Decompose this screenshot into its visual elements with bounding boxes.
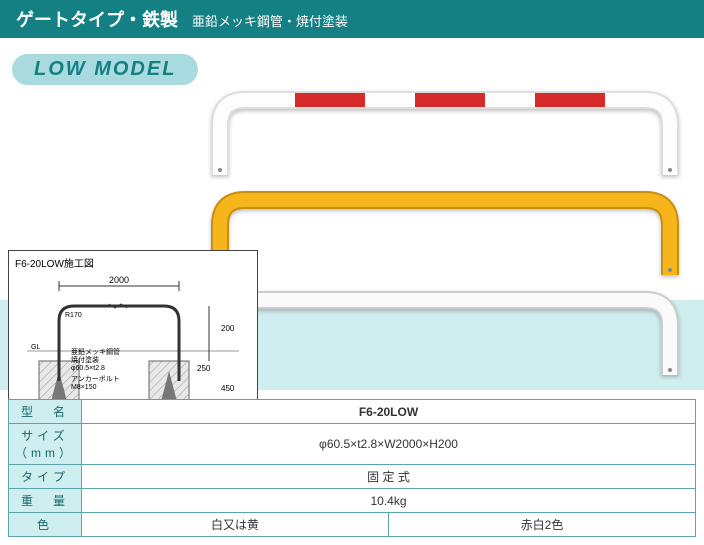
note-pipe1: 亜鉛メッキ鋼管 [71, 347, 120, 356]
table-row: サイズ（mm） φ60.5×t2.8×W2000×H200 [9, 424, 696, 465]
gate-white [200, 280, 690, 380]
dim-height: 200 [221, 324, 235, 333]
table-row: 型 名 F6-20LOW [9, 400, 696, 424]
row-cell: F6-20LOW [82, 400, 696, 424]
dim-depth: 450 [221, 384, 235, 393]
low-model-badge: LOW MODEL [12, 54, 198, 85]
row-cell: 白又は黄 [82, 513, 389, 537]
row-cell: 赤白2色 [388, 513, 695, 537]
table-row: 色 白又は黄 赤白2色 [9, 513, 696, 537]
row-cell: 固 定 式 [82, 465, 696, 489]
row-label: 重 量 [9, 489, 82, 513]
product-illustration [200, 70, 690, 390]
row-label: サイズ（mm） [9, 424, 82, 465]
header-subtitle: 亜鉛メッキ鋼管・焼付塗装 [192, 14, 348, 29]
table-row: 重 量 10.4kg [9, 489, 696, 513]
row-label: タイプ [9, 465, 82, 489]
dim-embed: 250 [197, 364, 211, 373]
row-label: 型 名 [9, 400, 82, 424]
note-anchor1: アンカーボルト [71, 375, 120, 383]
header: ゲートタイプ・鉄製 亜鉛メッキ鋼管・焼付塗装 [0, 0, 704, 38]
gate-red-white [200, 80, 690, 180]
note-anchor2: M8×150 [71, 384, 97, 391]
table-row: タイプ 固 定 式 [9, 465, 696, 489]
gate-yellow [200, 180, 690, 280]
row-label: 色 [9, 513, 82, 537]
spec-tbody: 型 名 F6-20LOW サイズ（mm） φ60.5×t2.8×W2000×H2… [9, 400, 696, 537]
note-pipe3: φ60.5×t2.8 [71, 365, 105, 372]
spec-table: 型 名 F6-20LOW サイズ（mm） φ60.5×t2.8×W2000×H2… [8, 399, 696, 537]
diagram-title: F6-20LOW施工図 [15, 255, 94, 270]
row-cell: φ60.5×t2.8×W2000×H200 [82, 424, 696, 465]
header-title: ゲートタイプ・鉄製 [16, 10, 178, 30]
note-pipe2: 焼付塗装 [71, 355, 99, 364]
svg-text:GL: GL [31, 344, 40, 351]
dim-width: 2000 [109, 275, 129, 285]
row-cell: 10.4kg [82, 489, 696, 513]
dim-radius: R170 [65, 312, 82, 319]
